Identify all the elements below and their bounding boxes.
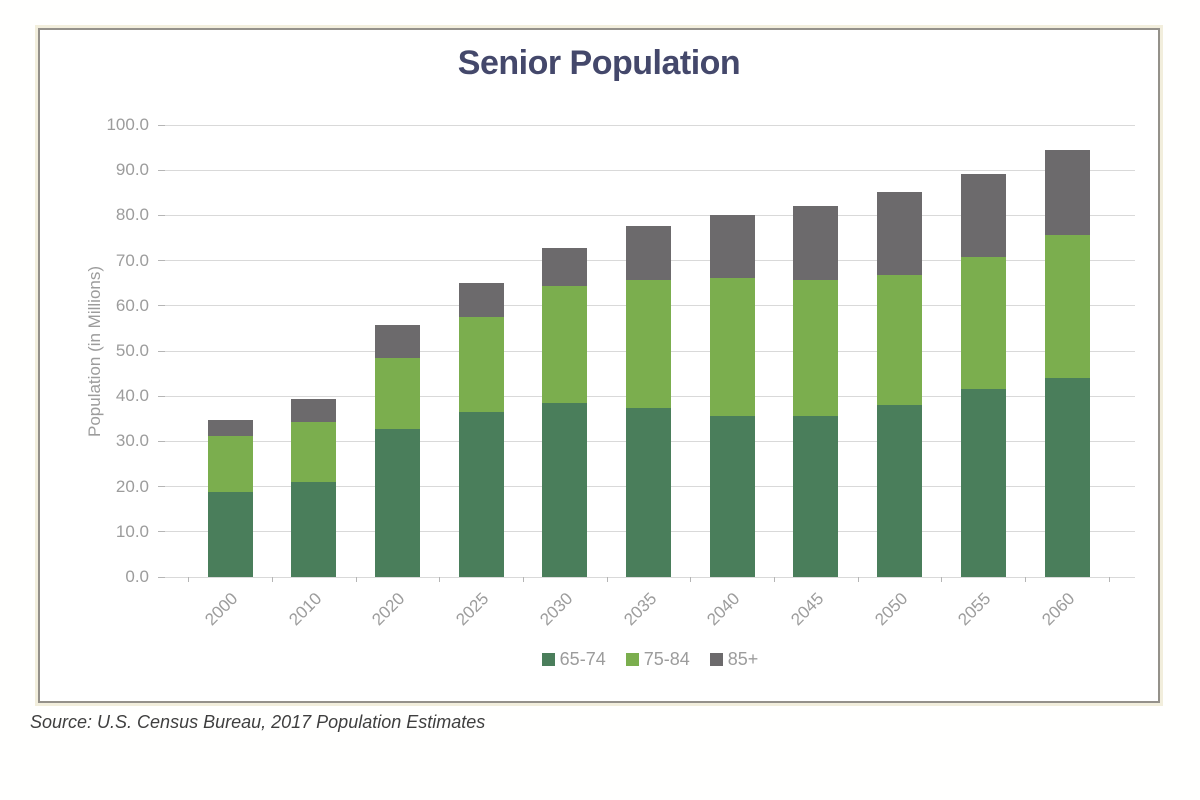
x-tick-label: 2040 <box>703 589 744 630</box>
x-axis-tick-labels: 2000 2010 2020 2025 2030 2035 2040 2045 2050 2055… <box>165 577 1135 639</box>
y-tick-mark <box>158 305 165 307</box>
bar-segment-85+-2060 <box>1044 149 1090 235</box>
x-tick-mark <box>941 577 943 582</box>
y-tick-label: 70.0 <box>115 250 149 270</box>
bar-segment-75-84-2060 <box>1044 234 1090 379</box>
y-tick-mark <box>158 440 165 442</box>
x-tick-mark <box>271 577 273 582</box>
y-tick-mark <box>158 576 165 578</box>
y-tick-mark <box>158 350 165 352</box>
y-tick-label: 90.0 <box>115 160 149 180</box>
bar-segment-75-84-2025 <box>458 316 504 412</box>
legend-label: 65-74 <box>559 649 606 669</box>
x-tick-label: 2060 <box>1038 589 1079 630</box>
legend-item-75-84: 75-84 <box>625 649 690 669</box>
bar-segment-85+-2055 <box>960 174 1006 257</box>
bar-segment-65-74-2025 <box>458 411 504 577</box>
x-tick-label: 2030 <box>536 589 577 630</box>
bar-segment-85+-2040 <box>709 214 755 279</box>
bar-segment-65-74-2045 <box>793 415 839 577</box>
y-tick-label: 50.0 <box>115 341 149 360</box>
y-tick-label: 60.0 <box>115 295 149 315</box>
bar-segment-75-84-2000 <box>207 436 253 493</box>
y-tick-mark <box>158 214 165 216</box>
bar-segment-85+-2025 <box>458 282 504 317</box>
x-tick-mark <box>188 577 190 582</box>
x-tick-mark <box>774 577 776 582</box>
source-caption: Source: U.S. Census Bureau, 2017 Populat… <box>30 712 486 732</box>
x-tick-mark <box>606 577 608 582</box>
bar-segment-65-74-2030 <box>542 402 588 577</box>
x-tick-label: 2045 <box>787 589 828 630</box>
x-tick-label: 2000 <box>201 589 242 630</box>
y-axis-tick-labels: 0.0 10.0 20.0 30.0 40.0 50.0 60.0 70.0 80.0 90.0 1… <box>40 115 155 586</box>
legend: 65-74 75-84 85+ <box>165 646 1135 672</box>
y-tick-label: 100.0 <box>106 115 149 134</box>
y-tick-label: 40.0 <box>115 386 149 406</box>
bar-segment-85+-2035 <box>626 226 671 280</box>
bar-segment-85+-2045 <box>793 205 839 281</box>
bar-segment-65-74-2000 <box>207 492 253 577</box>
y-tick-mark <box>158 395 165 397</box>
legend-swatch-icon <box>541 652 555 666</box>
x-tick-mark <box>522 577 524 582</box>
x-tick-mark <box>1108 577 1110 582</box>
bar-segment-65-74-2040 <box>709 415 755 577</box>
bar-segment-65-74-2020 <box>374 429 420 577</box>
x-tick-mark <box>1025 577 1027 582</box>
y-tick-mark <box>158 486 165 488</box>
y-tick-label: 80.0 <box>115 205 149 225</box>
bar-segment-75-84-2010 <box>291 421 337 482</box>
bar-segment-65-74-2050 <box>877 404 923 577</box>
y-tick-label: 20.0 <box>115 476 149 496</box>
bar-segment-75-84-2040 <box>709 278 755 416</box>
y-tick-mark <box>158 531 165 533</box>
legend-label: 85+ <box>727 649 759 669</box>
x-tick-mark <box>355 577 357 582</box>
bar-segment-85+-2010 <box>291 398 337 422</box>
bar-segment-75-84-2045 <box>793 280 839 416</box>
x-tick-mark <box>439 577 441 582</box>
bar-segment-75-84-2055 <box>960 256 1006 390</box>
y-tick-label: 0.0 <box>125 567 149 586</box>
legend-swatch-icon <box>709 652 723 666</box>
bar-segment-85+-2050 <box>877 191 923 276</box>
x-tick-label: 2035 <box>619 589 660 630</box>
x-tick-label: 2010 <box>284 589 326 630</box>
bar-segment-75-84-2020 <box>374 357 420 430</box>
x-tick-mark <box>690 577 692 582</box>
gridline <box>165 124 1135 126</box>
bar-segment-65-74-2010 <box>291 481 337 577</box>
y-tick-mark <box>158 169 165 171</box>
y-tick-label: 10.0 <box>115 521 149 541</box>
x-tick-label: 2050 <box>870 589 912 630</box>
bar-segment-85+-2020 <box>374 324 420 358</box>
y-tick-mark <box>158 260 165 262</box>
y-tick-label: 30.0 <box>115 431 149 451</box>
bar-segment-65-74-2060 <box>1044 378 1090 577</box>
gridline <box>165 169 1135 171</box>
x-tick-mark <box>857 577 859 582</box>
plot-area <box>158 124 1135 582</box>
chart-title: Senior Population <box>457 44 741 82</box>
x-tick-label: 2055 <box>954 589 995 630</box>
legend-swatch-icon <box>625 652 639 666</box>
legend-item-65-74: 65-74 <box>541 649 606 669</box>
y-tick-mark <box>158 124 165 126</box>
gridline <box>165 214 1135 216</box>
legend-item-85+: 85+ <box>709 649 759 669</box>
bar-segment-75-84-2050 <box>877 275 923 405</box>
bar-segment-85+-2000 <box>207 420 253 437</box>
chart-panel: Senior Population Population (in Million… <box>38 28 1160 703</box>
bar-segment-75-84-2030 <box>542 285 588 403</box>
x-tick-label: 2020 <box>368 589 409 630</box>
x-tick-label: 2025 <box>452 589 493 630</box>
bar-segment-75-84-2035 <box>626 279 671 409</box>
gridline <box>165 576 1135 578</box>
legend-label: 75-84 <box>643 649 690 669</box>
bar-segment-65-74-2055 <box>960 389 1006 577</box>
bar-segment-85+-2030 <box>542 248 588 286</box>
bar-segment-65-74-2035 <box>626 408 671 577</box>
